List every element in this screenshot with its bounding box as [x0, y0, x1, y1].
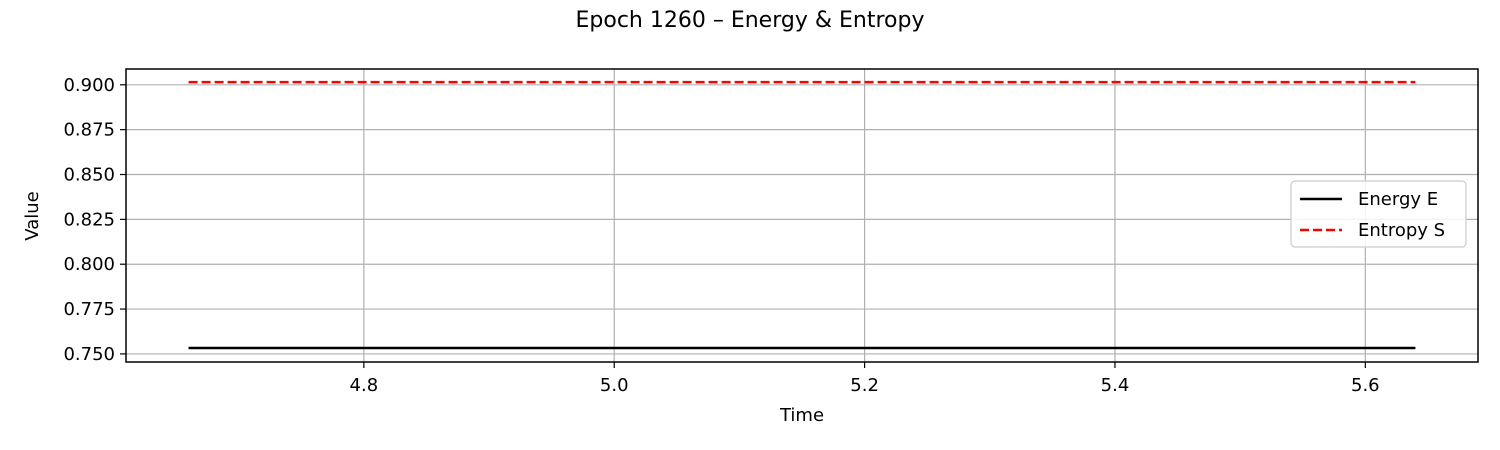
chart-title: Epoch 1260 – Energy & Entropy [576, 8, 925, 33]
y-tick-label: 0.825 [63, 209, 115, 230]
plot-frame [125, 68, 1479, 363]
x-axis-label: Time [779, 405, 824, 426]
y-tick-label: 0.750 [63, 344, 115, 365]
x-tick-label: 5.4 [1101, 375, 1130, 396]
x-tick-label: 5.2 [850, 375, 879, 396]
x-tick-label: 4.8 [350, 375, 379, 396]
y-axis-label: Value [22, 191, 43, 240]
y-tick-label: 0.775 [63, 299, 115, 320]
legend-label-entropy: Entropy S [1358, 220, 1445, 241]
y-tick-label: 0.900 [63, 75, 115, 96]
legend: Energy E Entropy S [1290, 180, 1467, 248]
x-tick-label: 5.0 [600, 375, 629, 396]
x-axis: 4.8 5.0 5.2 5.4 5.6 [350, 362, 1380, 396]
y-tick-label: 0.800 [63, 254, 115, 275]
y-axis: 0.750 0.775 0.800 0.825 0.850 0.875 0.900 [63, 75, 126, 365]
y-tick-label: 0.850 [63, 165, 115, 186]
series-layer [188, 80, 1416, 350]
x-tick-label: 5.6 [1351, 375, 1380, 396]
legend-label-energy: Energy E [1358, 189, 1438, 210]
y-tick-label: 0.875 [63, 120, 115, 141]
grid [126, 69, 1478, 362]
